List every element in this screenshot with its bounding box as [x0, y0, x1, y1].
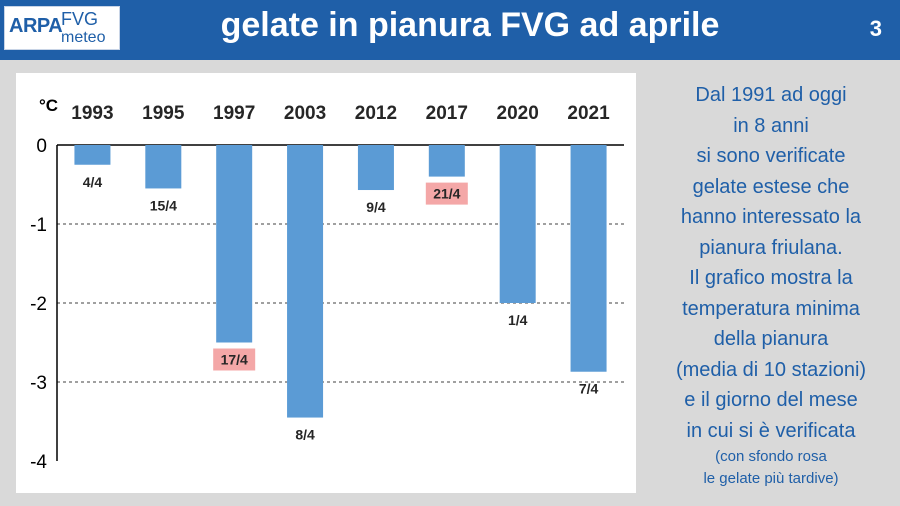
bar — [357, 145, 394, 191]
y-tick-label: -1 — [30, 215, 47, 236]
bar — [428, 145, 465, 177]
category-label: 1997 — [213, 103, 255, 124]
side-line: hanno interessato la — [680, 206, 862, 228]
logo-meteo-text: meteo — [61, 29, 106, 46]
side-line: temperatura minima — [682, 297, 860, 320]
side-note-text: (con sfondo rosa le gelate più tardive) — [650, 446, 892, 490]
side-main-text: Dal 1991 ad oggi in 8 anni si sono verific… — [650, 80, 892, 446]
category-label: 2012 — [355, 103, 397, 124]
side-line: (media di 10 stazioni) — [675, 358, 867, 381]
data-label: 7/4 — [579, 381, 599, 397]
page-number: 3 — [869, 16, 882, 41]
label-highlight — [425, 182, 468, 205]
bar — [216, 145, 253, 343]
side-line: della pianura — [713, 328, 829, 350]
label-highlight — [213, 348, 256, 371]
category-label: 2020 — [497, 103, 539, 124]
arpa-logo: ARPA FVG meteo — [4, 6, 120, 50]
side-line: si sono verificate — [696, 145, 846, 167]
bar — [74, 145, 111, 165]
data-label: 17/4 — [221, 352, 248, 368]
category-label: 2021 — [567, 103, 610, 124]
category-label: 2017 — [426, 103, 468, 124]
bar — [570, 145, 607, 372]
data-label: 21/4 — [433, 186, 460, 202]
data-label: 15/4 — [150, 197, 177, 213]
y-tick-label: -3 — [30, 373, 47, 394]
y-tick-label: -4 — [30, 452, 47, 473]
side-line: pianura friulana. — [699, 236, 843, 259]
category-label: 1993 — [71, 103, 113, 124]
side-line: e il giorno del mese — [684, 389, 858, 411]
data-label: 8/4 — [295, 427, 315, 443]
side-description: Dal 1991 ad oggi in 8 anni si sono verific… — [650, 80, 892, 490]
side-line: in 8 anni — [733, 114, 809, 137]
y-unit-label: °C — [39, 96, 58, 115]
bar — [287, 145, 324, 418]
side-line: Il grafico mostra la — [689, 267, 853, 289]
side-note-line: le gelate più tardive) — [703, 470, 839, 487]
data-label: 9/4 — [366, 199, 386, 215]
category-label: 1995 — [142, 103, 185, 124]
header-bar: ARPA FVG meteo gelate in pianura FVG ad … — [0, 0, 900, 60]
y-tick-label: 0 — [36, 136, 47, 157]
side-line: in cui si è verificata — [686, 419, 856, 442]
bar-chart: 0 -1 -2 -3 -4 °C 1993 4/4 1995 15/4 1997 17/4 2003 8/… — [30, 96, 624, 473]
bar — [499, 145, 536, 303]
slide-title: gelate in pianura FVG ad aprile — [220, 6, 720, 44]
chart-panel: 0 -1 -2 -3 -4 °C 1993 4/4 1995 15/4 1997 17/4 2003 8/… — [16, 73, 636, 493]
data-label: 1/4 — [508, 312, 528, 328]
side-note-line: (con sfondo rosa — [715, 448, 827, 465]
data-label: 4/4 — [83, 174, 103, 190]
logo-fvg-text: FVG — [61, 9, 99, 29]
side-line: gelate estese che — [692, 175, 850, 198]
y-tick-label: -2 — [30, 294, 47, 315]
bar — [145, 145, 182, 189]
category-label: 2003 — [284, 103, 326, 124]
logo-arpa-text: ARPA — [9, 15, 63, 37]
side-line: Dal 1991 ad oggi — [695, 84, 847, 106]
